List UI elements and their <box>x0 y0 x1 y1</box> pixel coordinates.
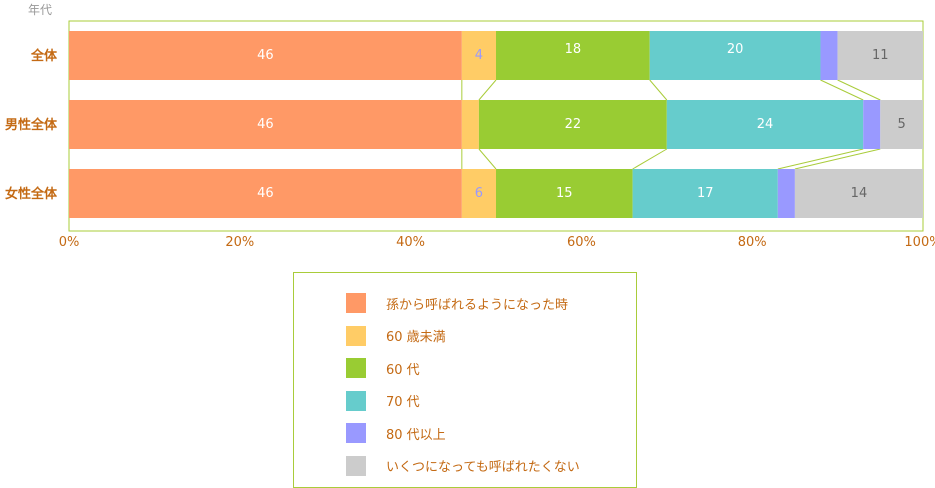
bar-value-labels: 46 4 18 20 11 46 22 24 5 46 6 15 17 14 <box>257 42 906 201</box>
axis-caption: 年代 <box>28 3 52 17</box>
legend-label: 80 代以上 <box>386 427 446 443</box>
legend-item: 80 代以上 <box>346 423 446 443</box>
connector-line <box>478 79 497 101</box>
x-tick-label: 100% <box>904 235 935 250</box>
connector-line <box>478 148 497 170</box>
legend-swatch <box>346 455 366 476</box>
legend-swatch <box>346 293 366 313</box>
legend-swatch <box>346 390 366 411</box>
legend-label: 60 歳未満 <box>386 330 446 345</box>
bar-segment <box>461 100 479 149</box>
bar-value-label: 20 <box>727 42 744 57</box>
connector-line <box>820 79 864 101</box>
connector-line <box>649 79 668 101</box>
legend-label: いくつになっても呼ばれたくない <box>386 460 580 475</box>
connector-line <box>837 79 881 101</box>
bar-segment <box>496 169 633 218</box>
bar-segment <box>69 100 462 149</box>
legend-swatch <box>346 358 366 378</box>
bar-segment <box>880 100 923 149</box>
bar-value-label: 22 <box>565 117 582 132</box>
bar-segment <box>69 169 462 218</box>
x-tick-label: 40% <box>396 235 425 250</box>
bar-value-label: 18 <box>565 42 582 57</box>
bar-segment <box>820 31 838 80</box>
x-axis-ticks: 0% 20% 40% 60% 80% 100% <box>59 235 935 250</box>
category-label: 男性全体 <box>5 117 58 133</box>
legend-swatch <box>346 325 366 346</box>
category-label: 女性全体 <box>5 186 58 202</box>
legend-label: 孫から呼ばれるようになった時 <box>386 297 569 313</box>
bar-segment <box>461 169 496 218</box>
connector-line <box>632 148 668 170</box>
bar-value-label: 5 <box>898 117 906 132</box>
legend-item: 孫から呼ばれるようになった時 <box>346 293 568 313</box>
bar-value-label: 11 <box>872 48 889 63</box>
bar-value-label: 6 <box>475 186 483 201</box>
bar-segment <box>632 169 778 218</box>
legend-item: 60 歳未満 <box>346 325 446 346</box>
x-tick-label: 20% <box>225 235 254 250</box>
category-label: 全体 <box>30 48 58 64</box>
bar-segment <box>461 31 496 80</box>
bar-value-label: 17 <box>697 186 714 201</box>
bar-segment <box>649 31 821 80</box>
bar-segment <box>496 31 650 80</box>
bar-value-label: 46 <box>257 117 274 132</box>
legend-label: 60 代 <box>386 362 420 378</box>
x-tick-label: 60% <box>567 235 596 250</box>
connector-lines <box>461 79 881 170</box>
bars-group <box>69 31 923 218</box>
legend: 孫から呼ばれるようになった時 60 歳未満 60 代 70 代 80 代以上いくつになっ… <box>293 272 637 488</box>
legend-label: 70 代 <box>386 395 420 410</box>
legend-item: 60 代 <box>346 358 420 378</box>
bar-value-label: 14 <box>851 186 868 201</box>
bar-segment <box>794 169 923 218</box>
x-tick-label: 0% <box>59 235 80 250</box>
bar-segment <box>69 31 462 80</box>
legend-swatch <box>346 423 366 443</box>
bar-value-label: 46 <box>257 48 274 63</box>
legend-item: いくつになっても呼ばれたくない <box>346 455 580 476</box>
bar-value-label: 15 <box>556 186 573 201</box>
x-tick-label: 80% <box>738 235 767 250</box>
bar-segment <box>837 31 923 80</box>
bar-segment <box>863 100 881 149</box>
bar-value-label: 46 <box>257 186 274 201</box>
connector-line <box>794 148 881 170</box>
connector-line <box>777 148 864 170</box>
legend-item: 70 代 <box>346 390 420 411</box>
bar-segment <box>777 169 795 218</box>
bar-segment <box>666 100 864 149</box>
bar-value-label: 4 <box>475 48 483 63</box>
bar-segment <box>478 100 667 149</box>
bar-value-label: 24 <box>757 117 774 132</box>
